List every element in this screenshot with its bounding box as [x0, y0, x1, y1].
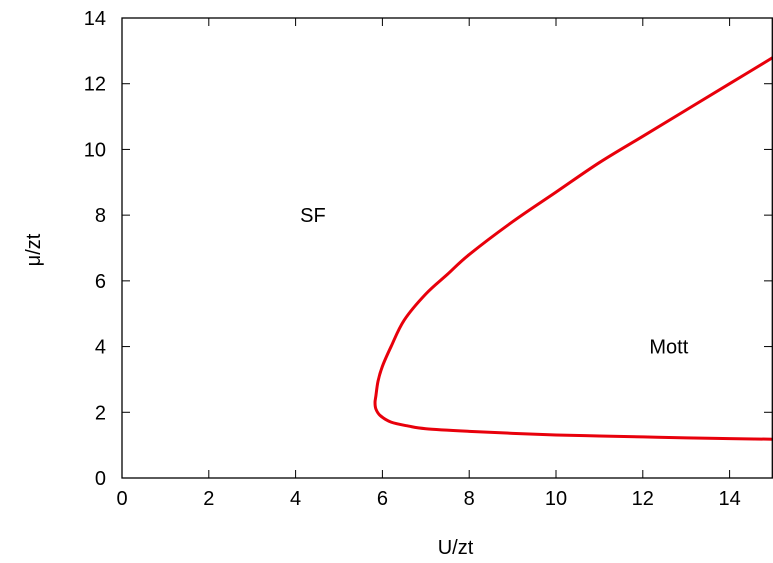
y-tick-label: 14 [84, 8, 106, 30]
ticks-layer [121, 17, 772, 479]
x-tick-label: 2 [203, 488, 214, 510]
y-tick-label: 6 [95, 271, 106, 293]
y-axis-label: μ/zt [23, 233, 45, 266]
x-tick-label: 0 [116, 488, 127, 510]
x-axis-label: U/zt [438, 537, 474, 559]
y-tick-label: 10 [84, 139, 106, 161]
y-tick-label: 12 [84, 74, 106, 96]
x-tick-label: 8 [464, 488, 475, 510]
y-tick-label: 8 [95, 205, 106, 227]
x-tick-label: 4 [290, 488, 301, 510]
region-annotation-mott: Mott [649, 337, 688, 359]
x-tick-label: 10 [545, 488, 567, 510]
y-tick-label: 4 [95, 337, 106, 359]
region-annotation-sf: SF [300, 205, 326, 227]
labels-layer: 0 2 4 6 8 10 12 14 0 2 4 6 8 10 12 14 SF Mott [84, 8, 741, 510]
curve-layer [373, 56, 773, 441]
phase-boundary-line [373, 56, 773, 441]
y-tick-label: 0 [95, 468, 106, 490]
x-tick-label: 14 [718, 488, 740, 510]
x-tick-label: 12 [632, 488, 654, 510]
y-tick-label: 2 [95, 402, 106, 424]
x-tick-label: 6 [377, 488, 388, 510]
plot-frame [121, 17, 773, 479]
